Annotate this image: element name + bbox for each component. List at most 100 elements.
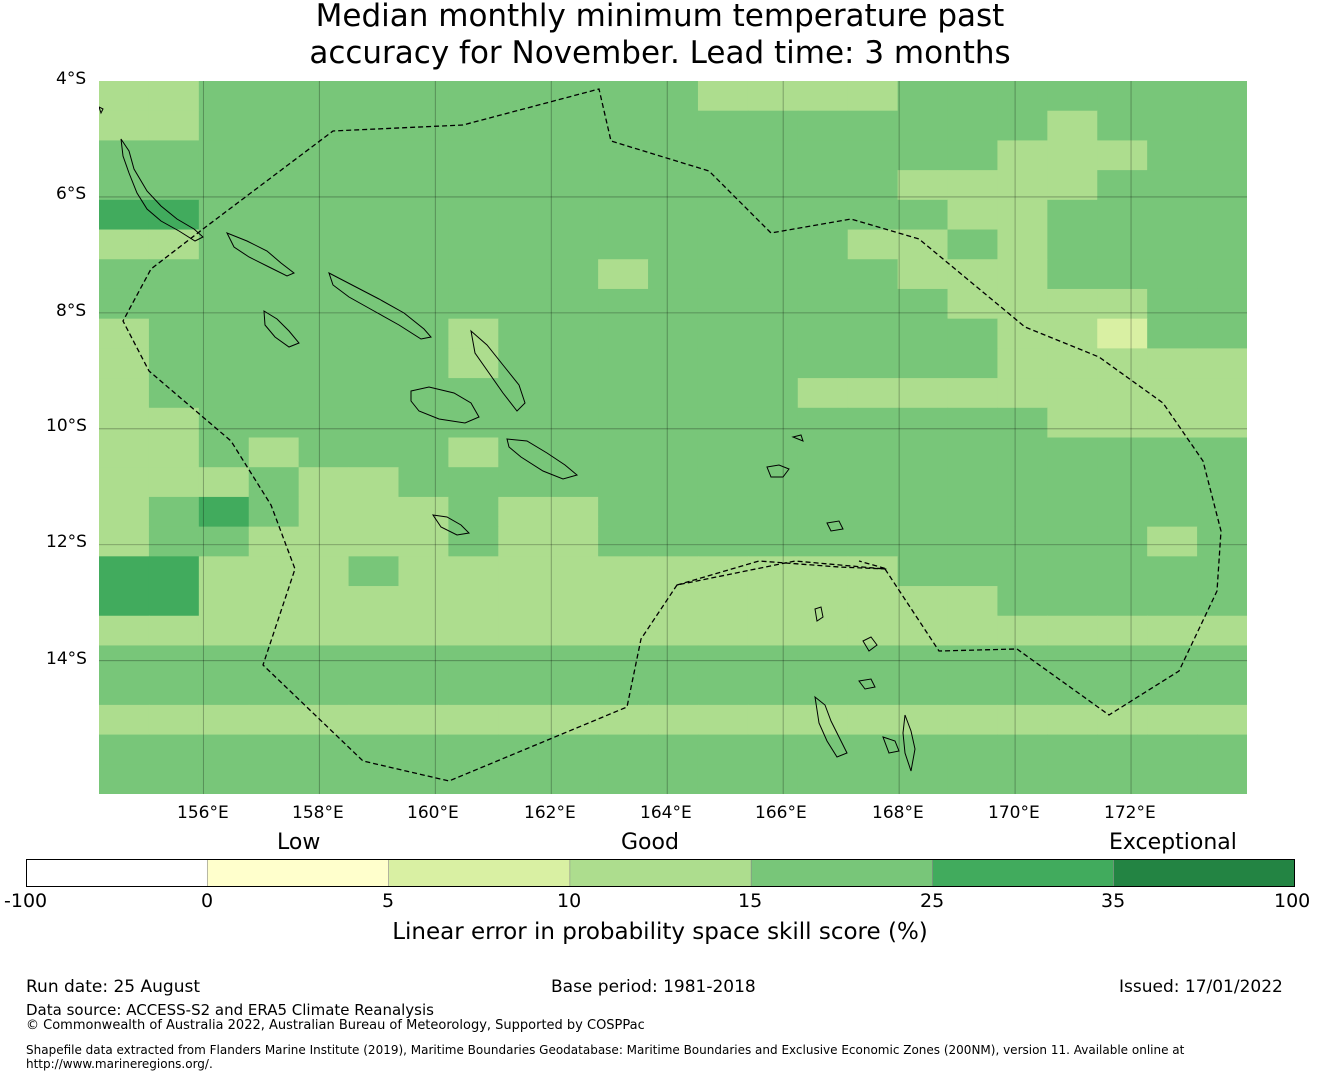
legend-category-exceptional: Exceptional (1109, 830, 1237, 855)
grid-cell (697, 110, 749, 142)
grid-cell (897, 615, 949, 647)
new-georgia-island (263, 310, 300, 348)
grid-cell (348, 496, 400, 528)
santa-cruz-islands (766, 464, 790, 478)
grid-cell (148, 586, 200, 617)
grid-cell (498, 675, 549, 706)
grid-cell (548, 556, 599, 587)
grid-cell (148, 140, 200, 171)
grid-cell (697, 734, 749, 765)
copyright: © Commonwealth of Australia 2022, Austra… (26, 1018, 645, 1033)
grid-cell (797, 199, 849, 231)
grid-cell (1047, 496, 1098, 528)
grid-cell (947, 675, 999, 706)
grid-cell (298, 467, 350, 498)
grid-cell (997, 645, 1048, 676)
grid-cell (248, 140, 300, 171)
colorbar (26, 859, 1295, 887)
grid-cell (797, 734, 849, 765)
grid-cell (148, 496, 200, 528)
grid-cell (248, 556, 300, 587)
grid-cell (398, 526, 449, 557)
legend-category-low: Low (277, 830, 321, 855)
grid-cell (847, 526, 899, 557)
grid-cell (1097, 437, 1148, 468)
grid-cell (148, 734, 200, 765)
grid-cell (747, 318, 799, 349)
grid-cell (448, 110, 499, 142)
grid-cell (248, 764, 300, 794)
grid-cell (947, 704, 999, 736)
grid-cell (348, 586, 400, 617)
solomon-islands-eez (122, 88, 1222, 782)
grid-cell (1047, 764, 1098, 794)
malekula-island (882, 736, 900, 754)
grid-cell (847, 556, 899, 587)
cbar-tick-35: 35 (1101, 890, 1126, 912)
grid-cell (248, 467, 300, 498)
grid-cell (548, 318, 599, 349)
cbar-tick--100: -100 (4, 890, 48, 912)
run-date: Run date: 25 August (26, 977, 200, 997)
grid-cell (248, 378, 300, 409)
grid-cell (99, 378, 150, 409)
grid-cell (99, 467, 150, 498)
grid-cell (148, 437, 200, 468)
grid-cell (1147, 675, 1198, 706)
grid-cell (648, 140, 699, 171)
grid-cell (947, 199, 999, 231)
grid-cell (598, 526, 649, 557)
grid-cell (148, 348, 200, 379)
grid-cell (847, 259, 899, 290)
ambae-island (858, 678, 876, 690)
grid-cell (398, 140, 449, 171)
grid-cell (997, 81, 1048, 112)
grid-cell (897, 229, 949, 260)
grid-cell (747, 81, 799, 112)
grid-cell (997, 704, 1048, 736)
cbar-tick-25: 25 (920, 890, 945, 912)
grid-cell (648, 407, 699, 439)
grid-cell (298, 229, 350, 260)
grid-cell (648, 288, 699, 320)
grid-cell (348, 645, 400, 676)
grid-cell (747, 526, 799, 557)
cbar-tick-0: 0 (201, 890, 214, 912)
grid-cell (697, 199, 749, 231)
grid-cell (548, 259, 599, 290)
grid-cell (747, 259, 799, 290)
graticule (99, 81, 1247, 794)
grid-cell (198, 437, 250, 468)
grid-cell (99, 496, 150, 528)
grid-cell (747, 407, 799, 439)
grid-cell (747, 437, 799, 468)
grid-cell (1097, 615, 1148, 647)
grid-cell (1197, 378, 1247, 409)
grid-cell (697, 348, 749, 379)
grid-cell (648, 81, 699, 112)
grid-cell (947, 259, 999, 290)
grid-cell (1097, 407, 1148, 439)
grid-cell (897, 407, 949, 439)
grid-cell (797, 288, 849, 320)
grid-cell (148, 170, 200, 201)
grid-cell (198, 288, 250, 320)
grid-cell (1097, 586, 1148, 617)
grid-cell (997, 407, 1048, 439)
grid-cell (99, 645, 150, 676)
grid-cell (348, 556, 400, 587)
grid-cell (697, 764, 749, 794)
grid-cell (398, 229, 449, 260)
grid-cell (947, 734, 999, 765)
grid-cell (598, 110, 649, 142)
grid-cell (1197, 734, 1247, 765)
grid-cell (947, 496, 999, 528)
grid-cell (947, 615, 999, 647)
grid-cell (598, 259, 649, 290)
grid-cell (797, 615, 849, 647)
grid-cell (648, 645, 699, 676)
grid-cell (548, 704, 599, 736)
grid-cell (448, 140, 499, 171)
grid-cell (298, 496, 350, 528)
grid-cell (548, 437, 599, 468)
